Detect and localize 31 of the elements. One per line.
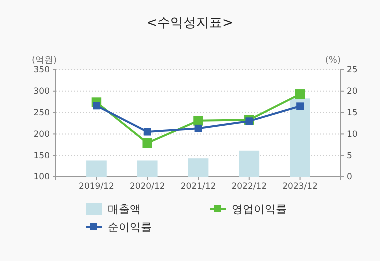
y2-tick-label: 15 xyxy=(347,108,358,119)
x-tick-label: 2019/12 xyxy=(79,182,114,192)
legend-label: 순이익률 xyxy=(108,221,152,234)
point xyxy=(295,90,306,100)
y2-tick-label: 10 xyxy=(347,130,358,140)
point xyxy=(93,102,100,110)
y-tick-label: 150 xyxy=(34,151,50,162)
x-tick-label: 2023/12 xyxy=(282,182,318,192)
point xyxy=(194,124,202,132)
y-tick-label: 200 xyxy=(34,130,50,140)
y-tick-label: 100 xyxy=(34,172,50,183)
y-tick-label: 300 xyxy=(34,87,50,98)
y2-tick-label: 5 xyxy=(347,151,352,162)
y2-tick-label: 0 xyxy=(347,172,352,183)
point xyxy=(142,138,152,148)
point xyxy=(246,118,254,126)
chart-title: <수익성지표> xyxy=(146,16,234,31)
point xyxy=(144,128,152,136)
legend-label: 매출액 xyxy=(108,203,141,216)
y2-axis-title: (%) xyxy=(325,56,341,66)
x-tick-label: 2021/12 xyxy=(180,182,216,192)
point xyxy=(296,102,304,110)
point xyxy=(194,116,204,126)
x-tick-label: 2022/12 xyxy=(232,182,268,192)
y2-tick-label: 25 xyxy=(347,66,358,76)
y-tick-label: 250 xyxy=(34,108,50,119)
y-tick-label: 350 xyxy=(34,66,50,76)
y2-tick-label: 20 xyxy=(347,87,358,98)
x-tick-label: 2020/12 xyxy=(130,182,166,192)
y-axis-title: (억원) xyxy=(32,56,58,66)
legend-label: 영업이익률 xyxy=(232,203,287,216)
